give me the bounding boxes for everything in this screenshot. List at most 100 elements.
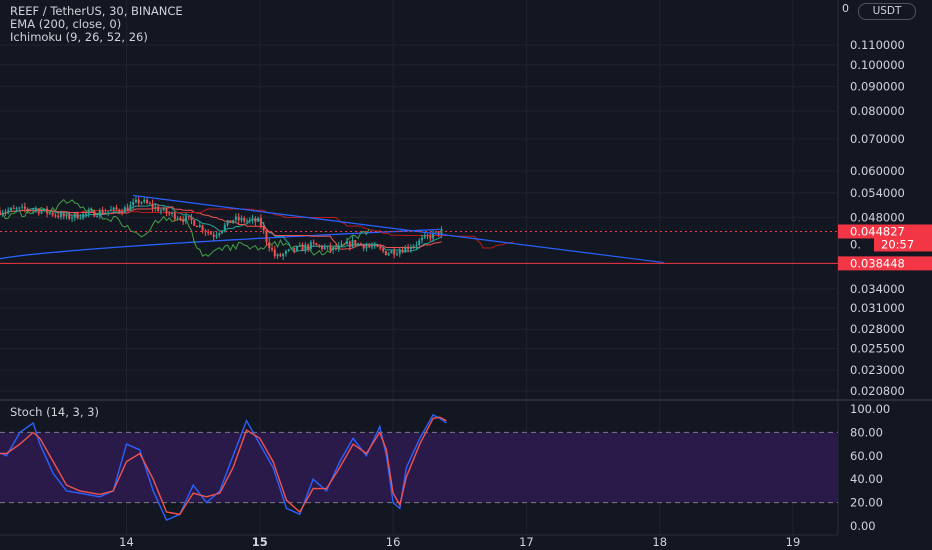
- candle-body: [415, 244, 418, 247]
- candle-body: [348, 241, 351, 247]
- candle-body: [173, 212, 176, 220]
- candle-body: [218, 233, 221, 236]
- candle-body: [432, 232, 435, 239]
- currency-button[interactable]: USDT: [858, 3, 916, 20]
- candle-body: [15, 208, 18, 210]
- candle-body: [109, 209, 112, 212]
- candle-body: [426, 235, 429, 237]
- candle-body: [40, 210, 43, 214]
- stoch-tick-label: 80.00: [850, 425, 883, 439]
- candle-body: [187, 216, 190, 218]
- candle-body: [68, 214, 71, 219]
- candle-body: [57, 215, 60, 218]
- candle-body: [412, 246, 415, 248]
- candle-body: [18, 207, 21, 209]
- price-tick-label: 0.100000: [850, 58, 905, 72]
- price-tick-label: 0.110000: [850, 38, 905, 52]
- legend-symbol[interactable]: REEF / TetherUS, 30, BINANCE: [10, 4, 183, 18]
- candle-body: [76, 213, 79, 219]
- candle-body: [7, 210, 10, 212]
- candle-body: [248, 219, 251, 221]
- candle-body: [290, 247, 293, 250]
- candle-body: [0, 210, 1, 215]
- candle-body: [146, 199, 149, 204]
- candle-body: [268, 242, 271, 249]
- candle-body: [226, 220, 229, 225]
- candle-body: [251, 218, 254, 220]
- candle-body: [12, 207, 15, 209]
- stoch-k-line: [0, 413, 447, 522]
- candle-body: [323, 246, 326, 250]
- candle-body: [93, 210, 96, 217]
- current-price-label: 0.044827: [850, 224, 905, 238]
- stoch-d-line: [0, 416, 447, 516]
- grid-lines: [0, 0, 932, 536]
- candle-body: [118, 209, 121, 212]
- candle-body: [37, 209, 40, 214]
- price-tick-label: 0.034000: [850, 282, 905, 296]
- candle-body: [46, 208, 49, 214]
- candle-body: [357, 243, 360, 246]
- candle-body: [215, 235, 218, 237]
- candle-body: [304, 244, 307, 251]
- candle-body: [32, 209, 35, 211]
- candle-body: [21, 206, 24, 208]
- candle-body: [351, 240, 354, 247]
- candle-body: [420, 237, 423, 241]
- price-tick-label: 0.070000: [850, 132, 905, 146]
- time-tick-label: 19: [786, 535, 801, 549]
- candle-body: [223, 224, 226, 231]
- candle-body: [407, 246, 410, 250]
- legend-ichimoku[interactable]: Ichimoku (9, 26, 52, 26): [10, 30, 148, 44]
- candle-body: [246, 220, 249, 222]
- price-tick-label: 0.028000: [850, 322, 905, 336]
- candle-body: [137, 199, 140, 204]
- price-tick-label: 0.031000: [850, 301, 905, 315]
- time-tick-label: 16: [386, 535, 401, 549]
- candle-body: [257, 218, 260, 222]
- candle-body: [326, 245, 329, 247]
- candle-body: [168, 213, 171, 215]
- support-price-tag: [838, 256, 932, 271]
- time-tick-label: 18: [652, 535, 667, 549]
- candle-body: [151, 203, 154, 208]
- candle-body: [329, 245, 332, 250]
- legend-stoch[interactable]: Stoch (14, 3, 3): [10, 405, 99, 419]
- candle-body: [154, 206, 157, 208]
- candle-body: [98, 210, 101, 217]
- candle-body: [73, 213, 76, 218]
- candle-body: [273, 249, 276, 257]
- countdown-tag: [874, 237, 932, 252]
- settings-icon[interactable]: 0: [842, 2, 849, 15]
- candle-body: [368, 246, 371, 248]
- candle-body: [9, 207, 12, 211]
- trendline[interactable]: [133, 194, 664, 264]
- candle-body: [79, 218, 82, 220]
- candle-body: [193, 220, 196, 226]
- time-tick-label: 17: [519, 535, 534, 549]
- current-price-tag: [838, 224, 932, 239]
- candle-body: [184, 216, 187, 222]
- stoch-band-fill: [0, 432, 838, 503]
- time-tick-label: 14: [119, 535, 134, 549]
- candle-body: [229, 220, 232, 223]
- ichimoku-base-line: [0, 206, 442, 250]
- candle-body: [370, 246, 373, 248]
- candle-body: [409, 247, 412, 250]
- legend-ema[interactable]: EMA (200, close, 0): [10, 17, 122, 31]
- price-tick-label: 0.090000: [850, 80, 905, 94]
- candle-body: [373, 244, 376, 247]
- candle-body: [340, 243, 343, 246]
- stoch-band: [0, 431, 838, 504]
- candle-body: [207, 231, 210, 233]
- candle-body: [51, 212, 54, 216]
- candle-body: [90, 210, 93, 212]
- candle-body: [201, 225, 204, 231]
- candle-body: [54, 215, 57, 217]
- candle-body: [4, 211, 7, 213]
- candle-body: [271, 248, 274, 250]
- candle-body: [243, 217, 246, 222]
- candle-body: [162, 208, 165, 211]
